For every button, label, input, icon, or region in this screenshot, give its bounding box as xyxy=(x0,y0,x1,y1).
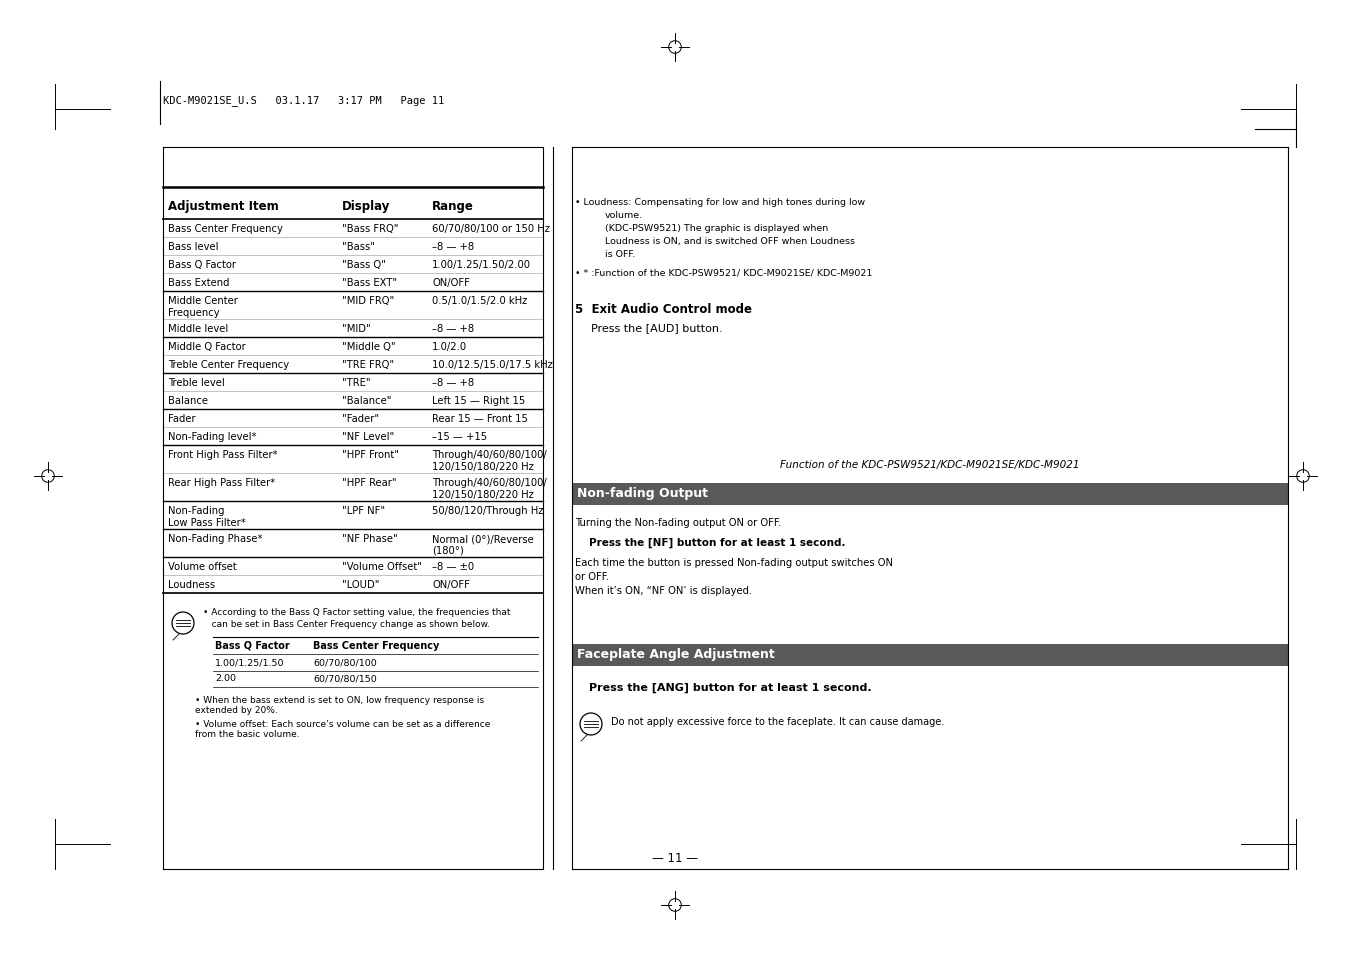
Text: 2.00: 2.00 xyxy=(215,673,236,682)
Text: Press the [ANG] button for at least 1 second.: Press the [ANG] button for at least 1 se… xyxy=(589,682,871,693)
Text: • * :Function of the KDC-PSW9521/ KDC-M9021SE/ KDC-M9021: • * :Function of the KDC-PSW9521/ KDC-M9… xyxy=(576,268,873,276)
Text: • According to the Bass Q Factor setting value, the frequencies that: • According to the Bass Q Factor setting… xyxy=(203,607,511,617)
Bar xyxy=(571,644,1288,666)
Text: Fader: Fader xyxy=(168,414,196,423)
Text: –8 — ±0: –8 — ±0 xyxy=(432,561,474,572)
Text: Bass Q Factor: Bass Q Factor xyxy=(215,640,289,650)
Text: Rear High Pass Filter*: Rear High Pass Filter* xyxy=(168,477,276,488)
Text: Front High Pass Filter*: Front High Pass Filter* xyxy=(168,450,277,459)
Text: ON/OFF: ON/OFF xyxy=(432,277,470,288)
Text: • Loudness: Compensating for low and high tones during low: • Loudness: Compensating for low and hig… xyxy=(576,198,865,207)
Text: Faceplate Angle Adjustment: Faceplate Angle Adjustment xyxy=(577,647,774,660)
Text: Treble level: Treble level xyxy=(168,377,224,388)
Text: When it’s ON, “NF ON’ is displayed.: When it’s ON, “NF ON’ is displayed. xyxy=(576,585,753,596)
Text: Bass Center Frequency: Bass Center Frequency xyxy=(313,640,439,650)
Text: "NF Level": "NF Level" xyxy=(342,432,394,441)
Text: Each time the button is pressed Non-fading output switches ON: Each time the button is pressed Non-fadi… xyxy=(576,558,893,567)
Text: 1.00/1.25/1.50/2.00: 1.00/1.25/1.50/2.00 xyxy=(432,260,531,270)
Text: Middle Q Factor: Middle Q Factor xyxy=(168,341,246,352)
Bar xyxy=(571,483,1288,505)
Text: 5  Exit Audio Control mode: 5 Exit Audio Control mode xyxy=(576,303,753,315)
Text: –8 — +8: –8 — +8 xyxy=(432,324,474,334)
Text: "Middle Q": "Middle Q" xyxy=(342,341,396,352)
Text: Bass level: Bass level xyxy=(168,242,219,252)
Text: Turning the Non-fading output ON or OFF.: Turning the Non-fading output ON or OFF. xyxy=(576,517,781,527)
Text: "LOUD": "LOUD" xyxy=(342,579,380,589)
Text: 10.0/12.5/15.0/17.5 kHz: 10.0/12.5/15.0/17.5 kHz xyxy=(432,359,553,370)
Text: Normal (0°)/Reverse
(180°): Normal (0°)/Reverse (180°) xyxy=(432,534,534,555)
Text: "NF Phase": "NF Phase" xyxy=(342,534,397,543)
Text: Press the [NF] button for at least 1 second.: Press the [NF] button for at least 1 sec… xyxy=(589,537,846,548)
Text: Non-Fading Phase*: Non-Fading Phase* xyxy=(168,534,262,543)
Text: "HPF Front": "HPF Front" xyxy=(342,450,399,459)
Text: –8 — +8: –8 — +8 xyxy=(432,242,474,252)
Text: "Fader": "Fader" xyxy=(342,414,380,423)
Text: Left 15 — Right 15: Left 15 — Right 15 xyxy=(432,395,526,406)
Text: or OFF.: or OFF. xyxy=(576,572,609,581)
Text: Rear 15 — Front 15: Rear 15 — Front 15 xyxy=(432,414,528,423)
Text: 60/70/80/150: 60/70/80/150 xyxy=(313,673,377,682)
Text: Non-fading Output: Non-fading Output xyxy=(577,486,708,499)
Text: "MID": "MID" xyxy=(342,324,370,334)
Text: Middle Center
Frequency: Middle Center Frequency xyxy=(168,295,238,317)
Text: Range: Range xyxy=(432,200,474,213)
Text: 60/70/80/100 or 150 Hz: 60/70/80/100 or 150 Hz xyxy=(432,224,550,233)
Text: Press the [AUD] button.: Press the [AUD] button. xyxy=(590,323,723,333)
Text: Bass Extend: Bass Extend xyxy=(168,277,230,288)
Text: • Volume offset: Each source’s volume can be set as a difference
from the basic : • Volume offset: Each source’s volume ca… xyxy=(195,720,490,739)
Text: 1.0/2.0: 1.0/2.0 xyxy=(432,341,467,352)
Text: Do not apply excessive force to the faceplate. It can cause damage.: Do not apply excessive force to the face… xyxy=(611,717,944,726)
Text: "Bass EXT": "Bass EXT" xyxy=(342,277,397,288)
Text: Non-Fading
Low Pass Filter*: Non-Fading Low Pass Filter* xyxy=(168,505,246,527)
Text: — 11 —: — 11 — xyxy=(653,851,698,864)
Text: 1.00/1.25/1.50: 1.00/1.25/1.50 xyxy=(215,658,285,666)
Text: Middle level: Middle level xyxy=(168,324,228,334)
Text: "Volume Offset": "Volume Offset" xyxy=(342,561,422,572)
Text: "MID FRQ": "MID FRQ" xyxy=(342,295,394,306)
Text: Loudness is ON, and is switched OFF when Loudness: Loudness is ON, and is switched OFF when… xyxy=(605,236,855,246)
Text: volume.: volume. xyxy=(605,211,643,220)
Text: (KDC-PSW9521) The graphic is displayed when: (KDC-PSW9521) The graphic is displayed w… xyxy=(605,224,828,233)
Text: Through/40/60/80/100/
120/150/180/220 Hz: Through/40/60/80/100/ 120/150/180/220 Hz xyxy=(432,477,547,499)
Text: Display: Display xyxy=(342,200,390,213)
Text: "TRE": "TRE" xyxy=(342,377,370,388)
Text: Treble Center Frequency: Treble Center Frequency xyxy=(168,359,289,370)
Text: Balance: Balance xyxy=(168,395,208,406)
Text: can be set in Bass Center Frequency change as shown below.: can be set in Bass Center Frequency chan… xyxy=(203,619,490,628)
Text: KDC-M9021SE_U.S   03.1.17   3:17 PM   Page 11: KDC-M9021SE_U.S 03.1.17 3:17 PM Page 11 xyxy=(163,95,444,106)
Text: 50/80/120/Through Hz: 50/80/120/Through Hz xyxy=(432,505,543,516)
Text: Through/40/60/80/100/
120/150/180/220 Hz: Through/40/60/80/100/ 120/150/180/220 Hz xyxy=(432,450,547,471)
Text: –15 — +15: –15 — +15 xyxy=(432,432,488,441)
Text: Loudness: Loudness xyxy=(168,579,215,589)
Text: "HPF Rear": "HPF Rear" xyxy=(342,477,397,488)
Text: ON/OFF: ON/OFF xyxy=(432,579,470,589)
Text: –8 — +8: –8 — +8 xyxy=(432,377,474,388)
Text: 0.5/1.0/1.5/2.0 kHz: 0.5/1.0/1.5/2.0 kHz xyxy=(432,295,527,306)
Text: Volume offset: Volume offset xyxy=(168,561,236,572)
Text: • When the bass extend is set to ON, low frequency response is
extended by 20%.: • When the bass extend is set to ON, low… xyxy=(195,696,484,715)
Text: "Balance": "Balance" xyxy=(342,395,392,406)
Text: "Bass Q": "Bass Q" xyxy=(342,260,386,270)
Text: 60/70/80/100: 60/70/80/100 xyxy=(313,658,377,666)
Text: "TRE FRQ": "TRE FRQ" xyxy=(342,359,394,370)
Text: is OFF.: is OFF. xyxy=(605,250,635,258)
Text: "Bass": "Bass" xyxy=(342,242,376,252)
Text: Bass Center Frequency: Bass Center Frequency xyxy=(168,224,282,233)
Text: "LPF NF": "LPF NF" xyxy=(342,505,385,516)
Text: "Bass FRQ": "Bass FRQ" xyxy=(342,224,399,233)
Text: Function of the KDC-PSW9521/KDC-M9021SE/KDC-M9021: Function of the KDC-PSW9521/KDC-M9021SE/… xyxy=(781,459,1079,470)
Text: Non-Fading level*: Non-Fading level* xyxy=(168,432,257,441)
Text: Adjustment Item: Adjustment Item xyxy=(168,200,278,213)
Text: Bass Q Factor: Bass Q Factor xyxy=(168,260,236,270)
